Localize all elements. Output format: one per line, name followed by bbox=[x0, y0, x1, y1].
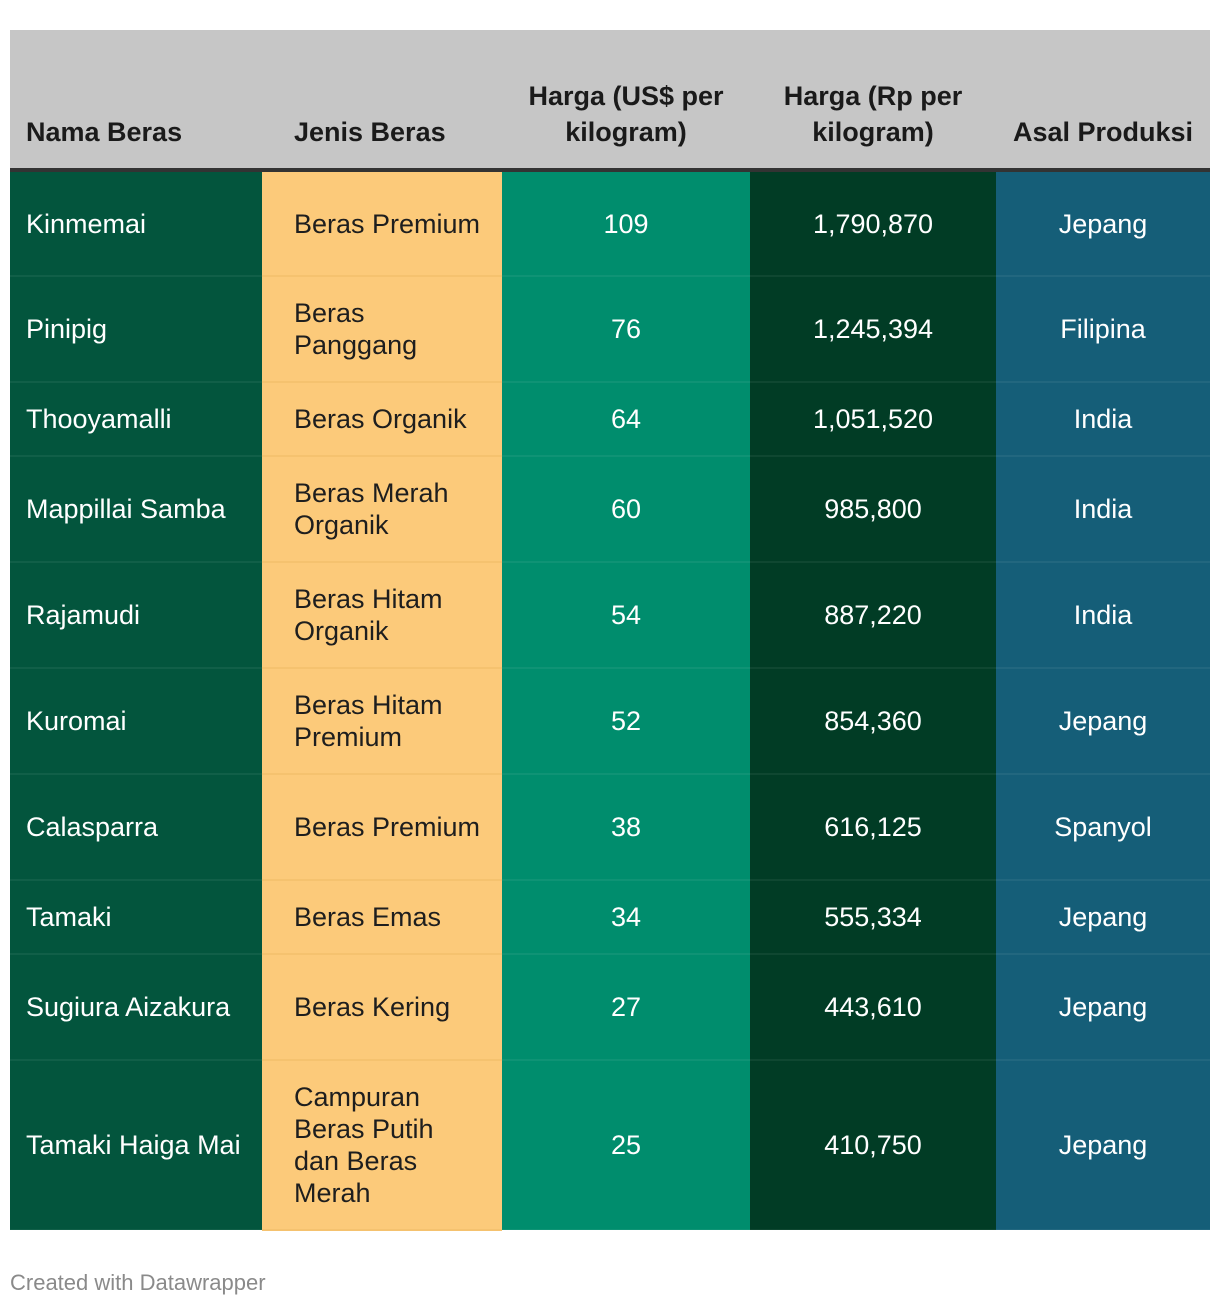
cell-price-usd: 52 bbox=[502, 668, 750, 775]
table-row: Kinmemai Beras Premium 109 1,790,870 Jep… bbox=[10, 170, 1210, 277]
cell-price-usd: 109 bbox=[502, 170, 750, 277]
cell-rice-type: Beras Panggang bbox=[262, 276, 502, 383]
cell-price-rp: 555,334 bbox=[750, 880, 996, 955]
cell-rice-type: Beras Hitam Organik bbox=[262, 562, 502, 669]
cell-rice-type: Beras Premium bbox=[262, 170, 502, 277]
rice-price-table: Nama Beras Jenis Beras Harga (US$ per ki… bbox=[10, 30, 1210, 1231]
cell-rice-name: Tamaki Haiga Mai bbox=[10, 1060, 262, 1231]
cell-origin: India bbox=[996, 382, 1210, 457]
cell-price-usd: 60 bbox=[502, 456, 750, 563]
price-table-container: Nama Beras Jenis Beras Harga (US$ per ki… bbox=[10, 30, 1210, 1231]
cell-price-rp: 887,220 bbox=[750, 562, 996, 669]
cell-price-rp: 1,051,520 bbox=[750, 382, 996, 457]
cell-price-rp: 1,790,870 bbox=[750, 170, 996, 277]
datawrapper-credit[interactable]: Created with Datawrapper bbox=[10, 1270, 266, 1295]
cell-rice-type: Beras Emas bbox=[262, 880, 502, 955]
cell-price-usd: 25 bbox=[502, 1060, 750, 1231]
cell-rice-type: Beras Hitam Premium bbox=[262, 668, 502, 775]
table-row: Mappillai Samba Beras Merah Organik 60 9… bbox=[10, 456, 1210, 563]
cell-price-usd: 34 bbox=[502, 880, 750, 955]
cell-rice-name: Calasparra bbox=[10, 774, 262, 881]
table-row: Calasparra Beras Premium 38 616,125 Span… bbox=[10, 774, 1210, 881]
column-header-origin[interactable]: Asal Produksi bbox=[996, 30, 1210, 172]
cell-origin: India bbox=[996, 562, 1210, 669]
cell-origin: Jepang bbox=[996, 170, 1210, 277]
cell-rice-type: Beras Merah Organik bbox=[262, 456, 502, 563]
cell-origin: Spanyol bbox=[996, 774, 1210, 881]
table-row: Rajamudi Beras Hitam Organik 54 887,220 … bbox=[10, 562, 1210, 669]
cell-rice-name: Pinipig bbox=[10, 276, 262, 383]
cell-rice-name: Kuromai bbox=[10, 668, 262, 775]
cell-price-usd: 38 bbox=[502, 774, 750, 881]
cell-rice-type: Beras Kering bbox=[262, 954, 502, 1061]
cell-origin: India bbox=[996, 456, 1210, 563]
cell-origin: Jepang bbox=[996, 668, 1210, 775]
cell-rice-type: Beras Organik bbox=[262, 382, 502, 457]
cell-rice-name: Tamaki bbox=[10, 880, 262, 955]
column-header-price-rp[interactable]: Harga (Rp per kilogram) bbox=[750, 30, 996, 172]
cell-rice-name: Rajamudi bbox=[10, 562, 262, 669]
cell-origin: Jepang bbox=[996, 880, 1210, 955]
cell-price-usd: 76 bbox=[502, 276, 750, 383]
column-header-name[interactable]: Nama Beras bbox=[10, 30, 262, 172]
cell-rice-type: Beras Premium bbox=[262, 774, 502, 881]
cell-price-rp: 410,750 bbox=[750, 1060, 996, 1231]
cell-rice-name: Kinmemai bbox=[10, 170, 262, 277]
cell-price-usd: 27 bbox=[502, 954, 750, 1061]
table-row: Pinipig Beras Panggang 76 1,245,394 Fili… bbox=[10, 276, 1210, 383]
cell-origin: Jepang bbox=[996, 1060, 1210, 1231]
cell-rice-name: Thooyamalli bbox=[10, 382, 262, 457]
cell-rice-type: Campuran Beras Putih dan Beras Merah bbox=[262, 1060, 502, 1231]
cell-price-rp: 985,800 bbox=[750, 456, 996, 563]
cell-price-rp: 616,125 bbox=[750, 774, 996, 881]
cell-price-usd: 64 bbox=[502, 382, 750, 457]
table-row: Thooyamalli Beras Organik 64 1,051,520 I… bbox=[10, 382, 1210, 457]
column-header-price-usd[interactable]: Harga (US$ per kilogram) bbox=[502, 30, 750, 172]
table-row: Tamaki Beras Emas 34 555,334 Jepang bbox=[10, 880, 1210, 955]
cell-rice-name: Mappillai Samba bbox=[10, 456, 262, 563]
column-header-type[interactable]: Jenis Beras bbox=[262, 30, 502, 172]
cell-price-rp: 443,610 bbox=[750, 954, 996, 1061]
cell-origin: Filipina bbox=[996, 276, 1210, 383]
table-row: Kuromai Beras Hitam Premium 52 854,360 J… bbox=[10, 668, 1210, 775]
cell-rice-name: Sugiura Aizakura bbox=[10, 954, 262, 1061]
cell-price-usd: 54 bbox=[502, 562, 750, 669]
cell-origin: Jepang bbox=[996, 954, 1210, 1061]
cell-price-rp: 1,245,394 bbox=[750, 276, 996, 383]
table-header-row: Nama Beras Jenis Beras Harga (US$ per ki… bbox=[10, 30, 1210, 172]
cell-price-rp: 854,360 bbox=[750, 668, 996, 775]
table-row: Sugiura Aizakura Beras Kering 27 443,610… bbox=[10, 954, 1210, 1061]
table-row: Tamaki Haiga Mai Campuran Beras Putih da… bbox=[10, 1060, 1210, 1231]
